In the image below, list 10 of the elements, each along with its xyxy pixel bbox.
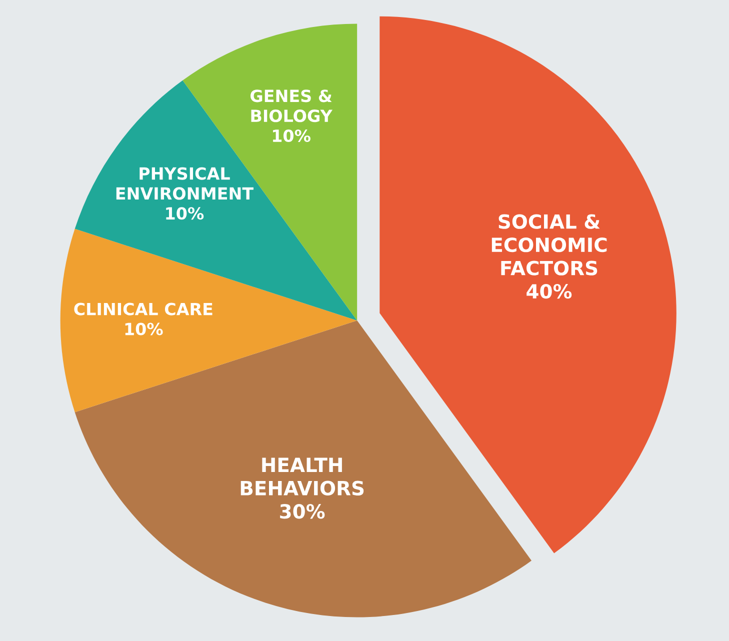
data-label: 10%	[272, 129, 310, 142]
data-label: 40%	[526, 284, 572, 299]
data-label: 30%	[280, 504, 325, 519]
slice-label: GENES & BIOLOGY	[250, 90, 333, 122]
slice-label: PHYSICAL ENVIRONMENT	[116, 167, 254, 200]
data-label: 10%	[125, 322, 163, 336]
slice-label: CLINICAL CARE	[74, 302, 212, 316]
slice-label: HEALTH BEHAVIORS	[240, 458, 364, 496]
data-label: 10%	[166, 207, 204, 220]
slice-label: SOCIAL & ECONOMIC FACTORS	[492, 214, 607, 276]
